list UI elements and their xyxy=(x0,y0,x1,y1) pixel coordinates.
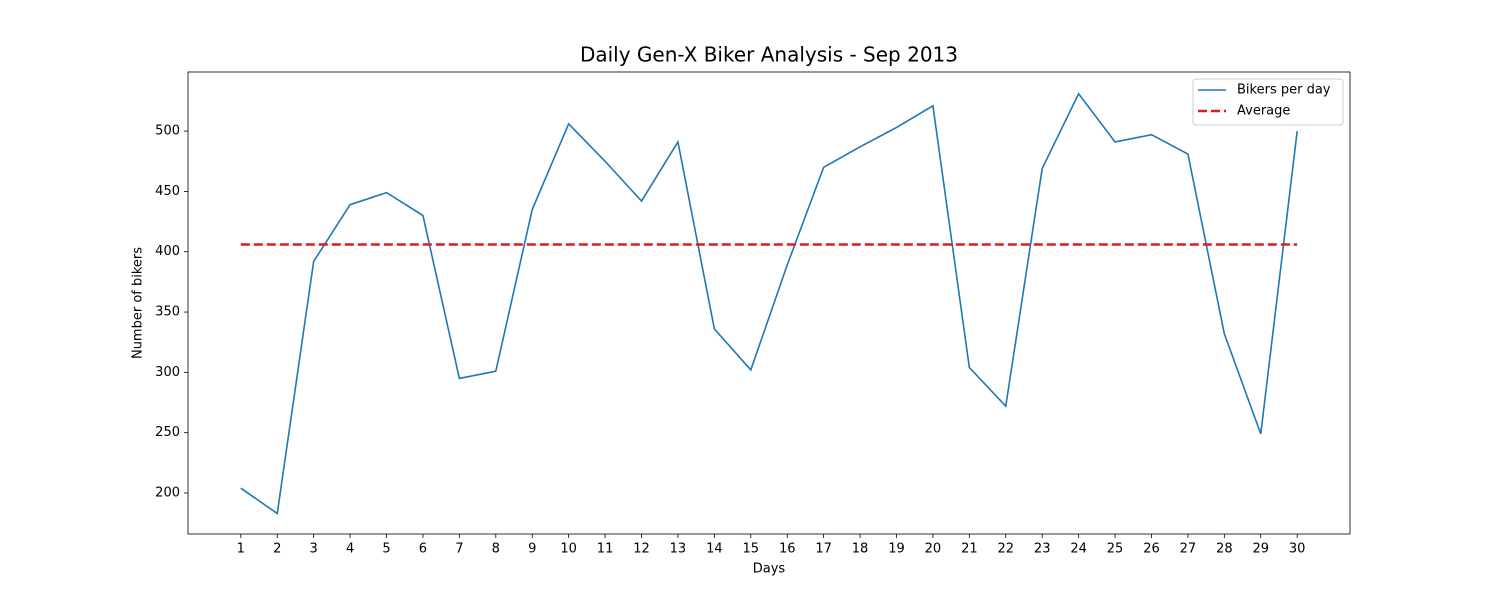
x-tick-label: 26 xyxy=(1143,542,1160,557)
y-tick-label: 400 xyxy=(155,244,180,259)
x-tick-label: 6 xyxy=(419,542,427,557)
x-tick-label: 7 xyxy=(455,542,463,557)
x-tick-label: 19 xyxy=(888,542,905,557)
x-tick-label: 22 xyxy=(997,542,1014,557)
x-tick-label: 14 xyxy=(706,542,723,557)
legend-label: Bikers per day xyxy=(1237,83,1331,98)
x-tick-label: 1 xyxy=(237,542,245,557)
x-tick-label: 29 xyxy=(1252,542,1269,557)
y-tick-label: 250 xyxy=(155,425,180,440)
x-tick-label: 12 xyxy=(633,542,650,557)
x-tick-label: 30 xyxy=(1289,542,1306,557)
plot-frame xyxy=(187,71,1351,535)
y-tick-label: 450 xyxy=(155,184,180,199)
x-tick-label: 17 xyxy=(815,542,832,557)
x-tick-label: 3 xyxy=(310,542,318,557)
y-tick-label: 500 xyxy=(155,124,180,139)
chart-title: Daily Gen-X Biker Analysis - Sep 2013 xyxy=(580,43,958,67)
x-tick-label: 10 xyxy=(560,542,577,557)
x-tick-label: 23 xyxy=(1034,542,1051,557)
x-tick-label: 13 xyxy=(670,542,687,557)
x-tick-label: 9 xyxy=(528,542,536,557)
y-tick-label: 350 xyxy=(155,305,180,320)
x-tick-label: 18 xyxy=(852,542,869,557)
x-tick-label: 28 xyxy=(1216,542,1233,557)
x-tick-label: 2 xyxy=(273,542,281,557)
legend-box xyxy=(1192,78,1344,126)
x-tick-label: 20 xyxy=(925,542,942,557)
x-tick-label: 16 xyxy=(779,542,796,557)
x-tick-label: 8 xyxy=(492,542,500,557)
x-tick-label: 11 xyxy=(597,542,614,557)
legend-label: Average xyxy=(1237,104,1290,119)
x-tick-label: 4 xyxy=(346,542,354,557)
x-tick-label: 24 xyxy=(1070,542,1087,557)
x-tick-label: 25 xyxy=(1107,542,1124,557)
y-tick-label: 300 xyxy=(155,365,180,380)
x-tick-label: 5 xyxy=(382,542,390,557)
x-tick-label: 27 xyxy=(1180,542,1197,557)
x-tick-label: 21 xyxy=(961,542,978,557)
x-tick-label: 15 xyxy=(743,542,760,557)
y-axis-label: Number of bikers xyxy=(131,247,146,359)
x-axis-label: Days xyxy=(753,562,786,577)
data-line xyxy=(240,92,1298,515)
y-tick-label: 200 xyxy=(155,485,180,500)
